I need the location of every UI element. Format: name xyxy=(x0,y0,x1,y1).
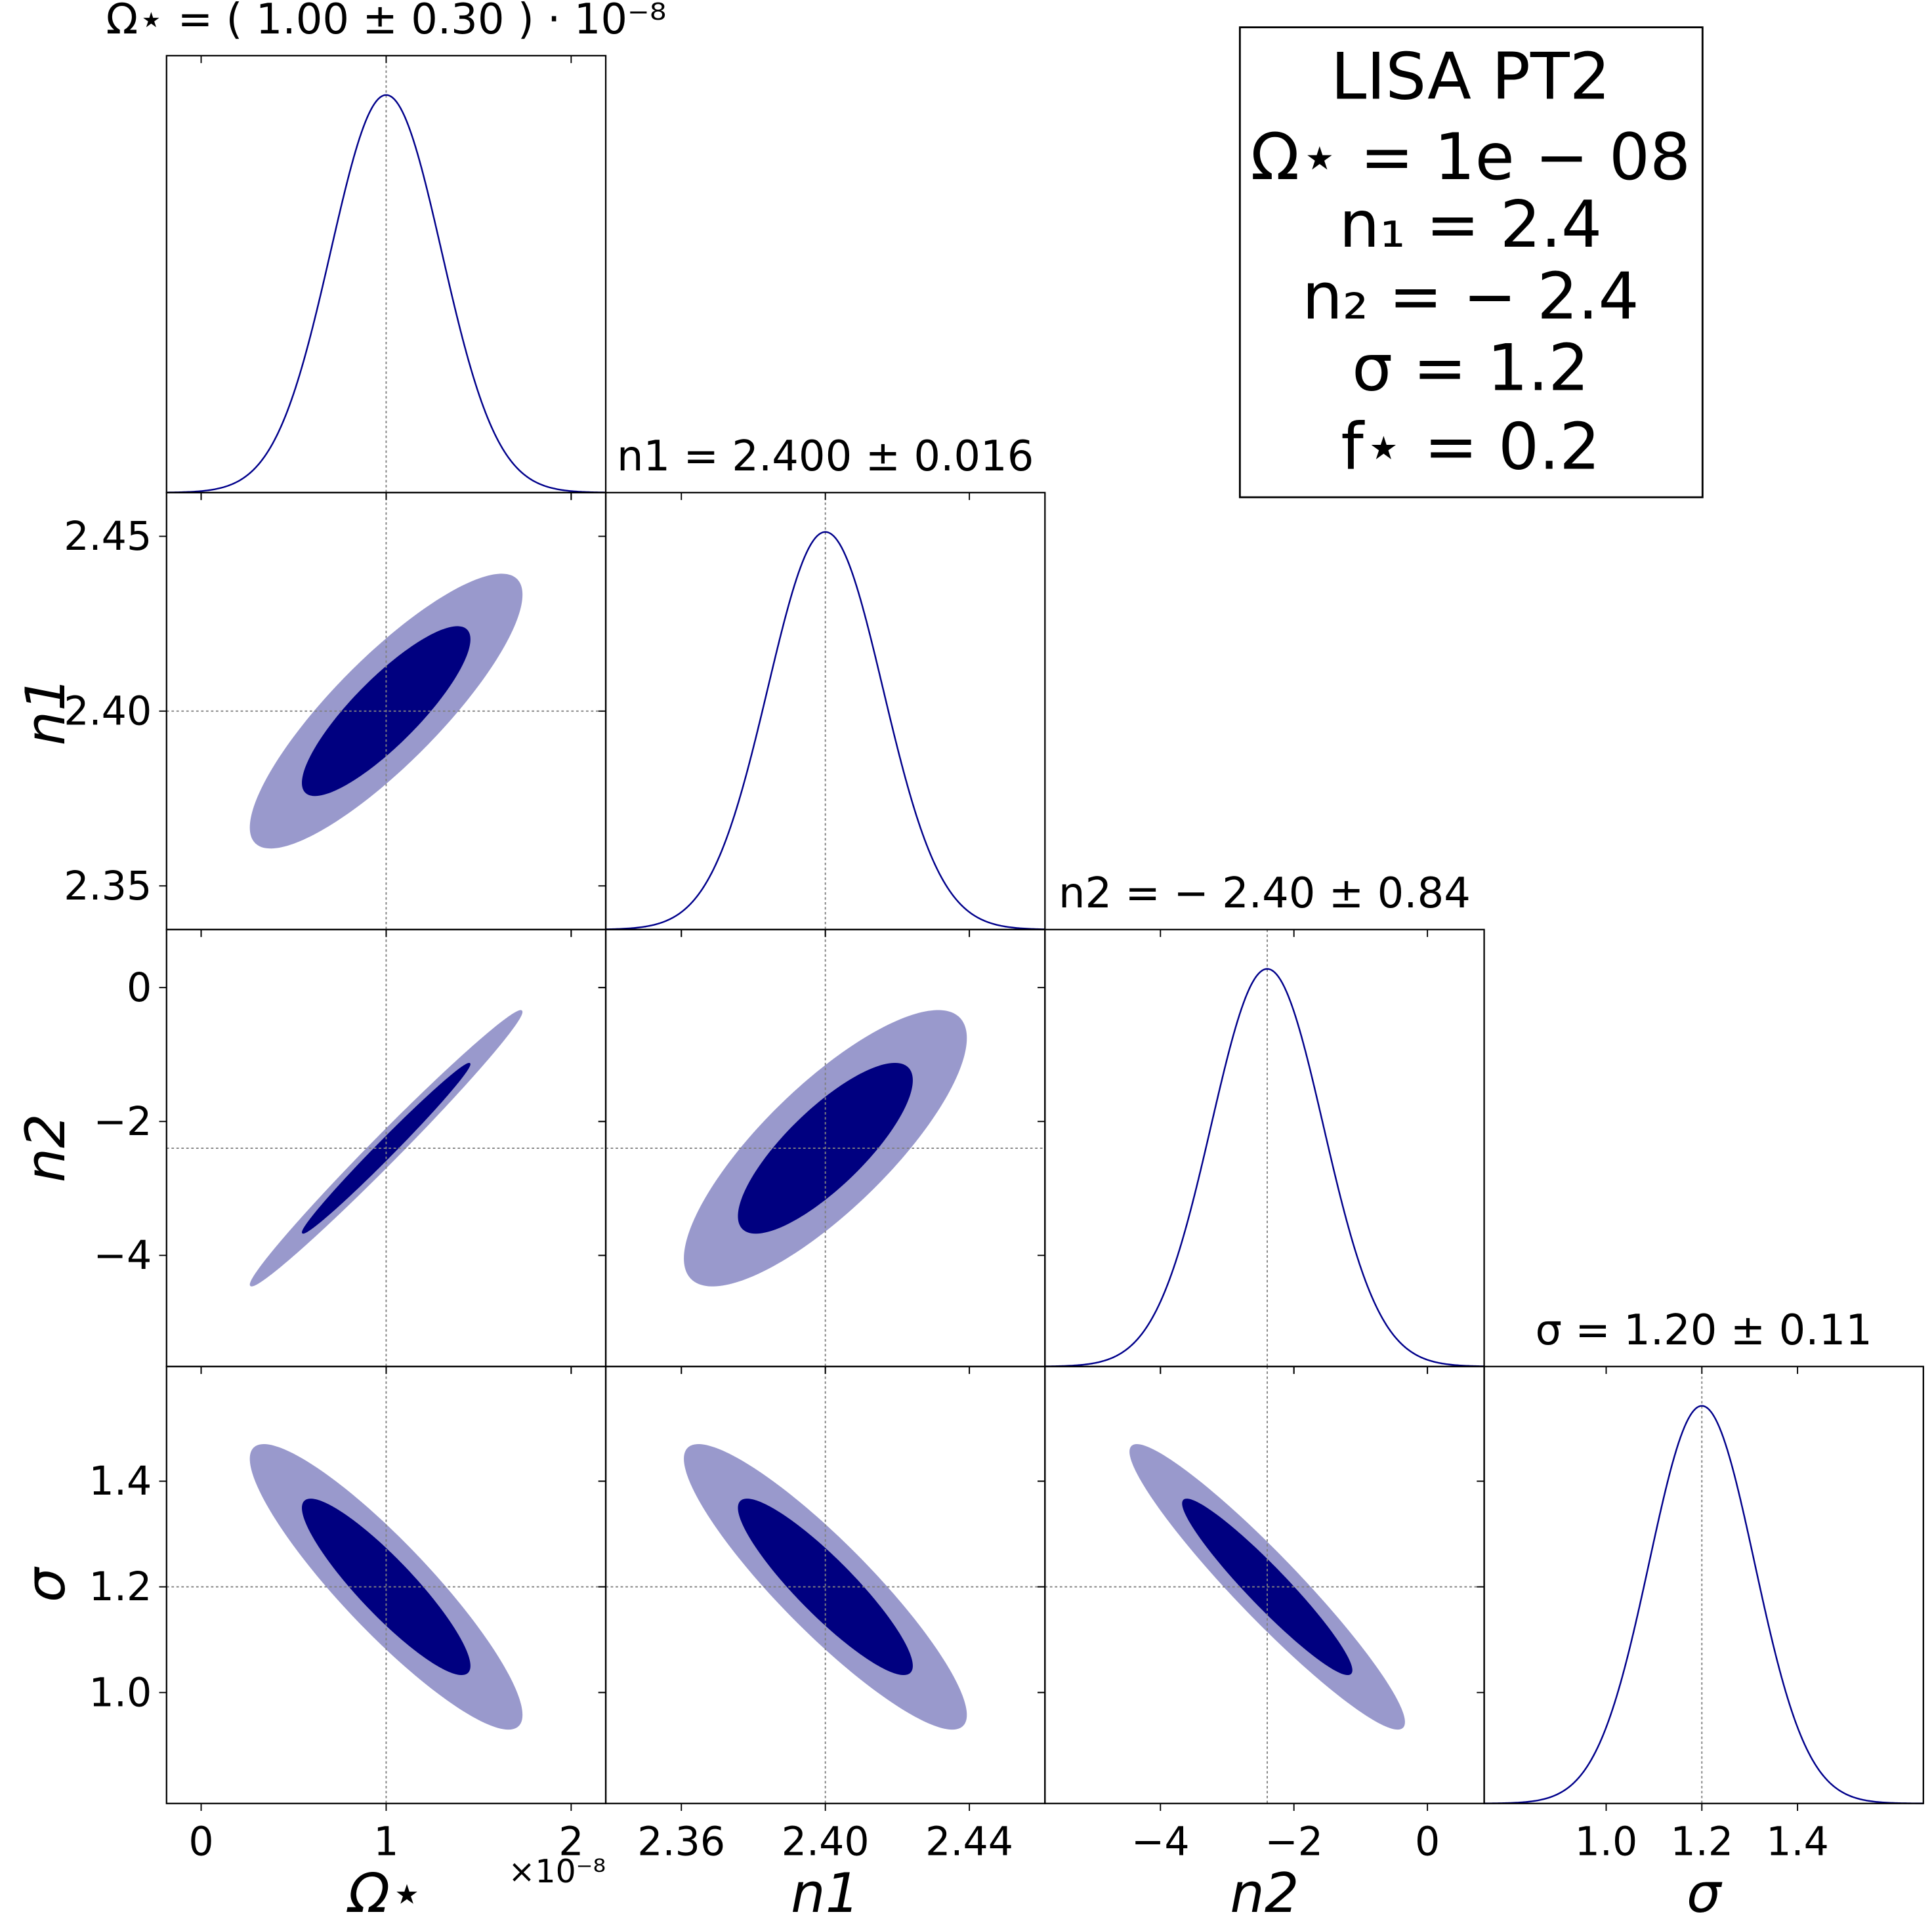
annotation-line: LISA PT2 xyxy=(1331,40,1610,115)
marginal-title: Ω⋆ = ( 1.00 ± 0.30 ) · 10⁻⁸ xyxy=(106,0,666,44)
y-tick-label: −4 xyxy=(94,1233,152,1279)
annotation-line: n₁ = 2.4 xyxy=(1339,188,1603,262)
x-tick-label: 2.40 xyxy=(782,1819,870,1865)
marginal-title: n1 = 2.400 ± 0.016 xyxy=(617,432,1034,481)
x-tick-label: 1.0 xyxy=(1575,1819,1638,1865)
y-axis-label: n2 xyxy=(14,1113,77,1182)
x-tick-label: 1.4 xyxy=(1766,1819,1829,1865)
x-tick-label: 2.44 xyxy=(925,1819,1013,1865)
marginal-title: n2 = − 2.40 ± 0.84 xyxy=(1059,869,1471,918)
y-tick-label: −2 xyxy=(94,1099,152,1145)
offset-label: ×10⁻⁸ xyxy=(509,1853,606,1890)
x-tick-label: 0 xyxy=(1415,1819,1440,1865)
marginal-curve xyxy=(1045,968,1484,1367)
x-axis-label: n1 xyxy=(791,1861,860,1925)
x-tick-label: 2 xyxy=(558,1819,583,1865)
annotation-line: n₂ = − 2.4 xyxy=(1302,259,1639,334)
x-tick-label: −2 xyxy=(1265,1819,1323,1865)
x-tick-label: 2.36 xyxy=(637,1819,725,1865)
y-tick-label: 1.0 xyxy=(89,1670,152,1716)
y-tick-label: 2.35 xyxy=(64,863,152,909)
y-axis-label: n1 xyxy=(14,676,77,745)
y-tick-label: 2.40 xyxy=(64,688,152,734)
y-tick-label: 1.2 xyxy=(89,1564,152,1610)
x-tick-label: 1 xyxy=(373,1819,398,1865)
annotation-line: f⋆ = 0.2 xyxy=(1341,410,1600,485)
annotation-line: σ = 1.2 xyxy=(1352,331,1589,405)
annotation-box xyxy=(1238,26,1704,499)
panel-frame xyxy=(1483,1365,1924,1804)
marginal-curve xyxy=(606,531,1045,930)
x-tick-label: 1.2 xyxy=(1670,1819,1733,1865)
marginal-curve xyxy=(166,94,606,493)
marginal-curve xyxy=(1484,1405,1923,1804)
x-axis-label: σ xyxy=(1687,1861,1723,1925)
y-tick-label: 2.45 xyxy=(64,514,152,560)
annotation-line: Ω⋆ = 1e − 08 xyxy=(1251,120,1691,195)
x-tick-label: 0 xyxy=(188,1819,213,1865)
y-axis-label: σ xyxy=(14,1566,77,1602)
x-axis-label: Ω⋆ xyxy=(346,1861,424,1925)
panel-frame xyxy=(1044,928,1485,1367)
x-axis-label: n2 xyxy=(1230,1861,1299,1925)
y-tick-label: 1.4 xyxy=(89,1459,152,1504)
x-tick-label: −4 xyxy=(1131,1819,1190,1865)
y-tick-label: 0 xyxy=(127,965,152,1011)
marginal-title: σ = 1.20 ± 0.11 xyxy=(1535,1306,1872,1355)
